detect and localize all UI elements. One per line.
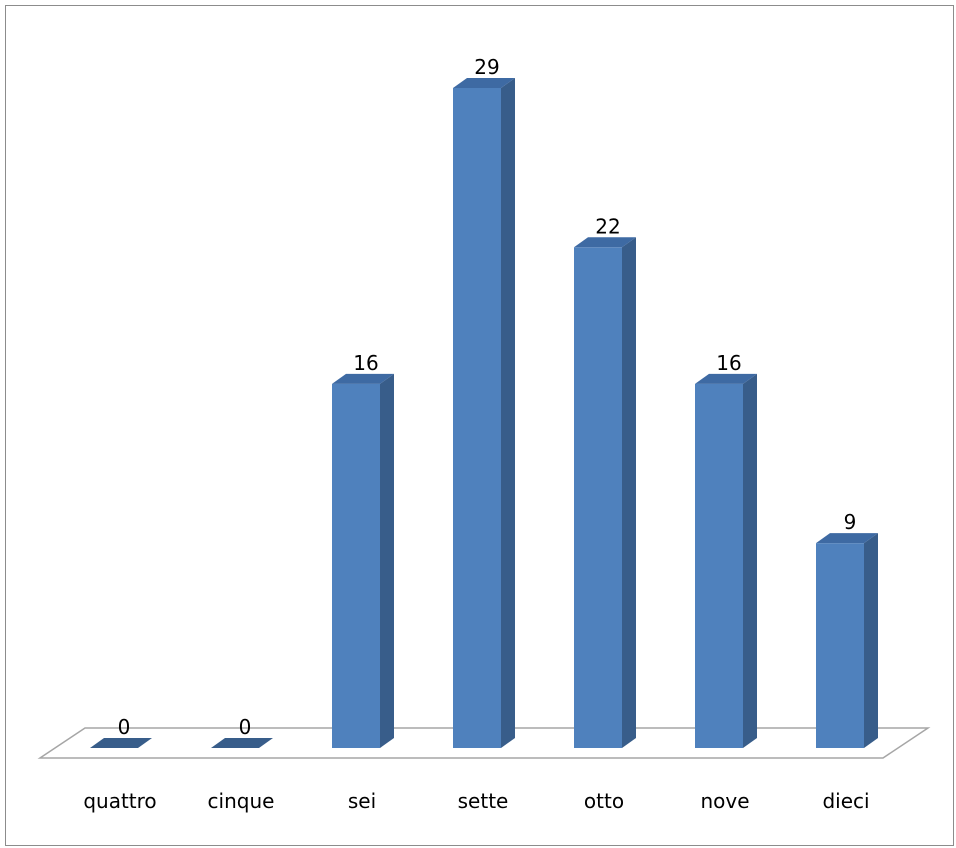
category-label-quattro: quattro (83, 789, 156, 813)
bar-side-otto (622, 237, 636, 748)
bar-sette (453, 88, 501, 748)
bar-side-sette (501, 78, 515, 748)
category-label-sei: sei (348, 789, 376, 813)
data-label-quattro: 0 (118, 715, 131, 739)
category-label-cinque: cinque (208, 789, 275, 813)
bar-side-sei (380, 373, 394, 748)
bar-top-dieci (816, 533, 878, 544)
data-label-otto: 22 (595, 214, 620, 238)
bar-top-sei (332, 373, 394, 384)
data-label-nove: 16 (716, 351, 741, 375)
bar-top-cinque (211, 738, 273, 748)
data-label-cinque: 0 (239, 715, 252, 739)
bar-sei (332, 383, 380, 748)
bar-side-nove (743, 373, 757, 748)
bar-top-nove (695, 373, 757, 384)
bar-top-otto (574, 237, 636, 248)
data-label-sette: 29 (474, 55, 499, 79)
bar-top-sette (453, 78, 515, 88)
category-label-otto: otto (584, 789, 624, 813)
category-label-sette: sette (458, 789, 509, 813)
data-label-sei: 16 (353, 351, 378, 375)
bar-dieci (816, 543, 864, 748)
category-label-dieci: dieci (822, 789, 869, 813)
bar-side-dieci (864, 533, 878, 748)
data-label-dieci: 9 (844, 510, 857, 534)
bar-nove (695, 383, 743, 748)
bar-otto (574, 247, 622, 748)
bar-top-quattro (90, 738, 152, 748)
category-label-nove: nove (700, 789, 749, 813)
